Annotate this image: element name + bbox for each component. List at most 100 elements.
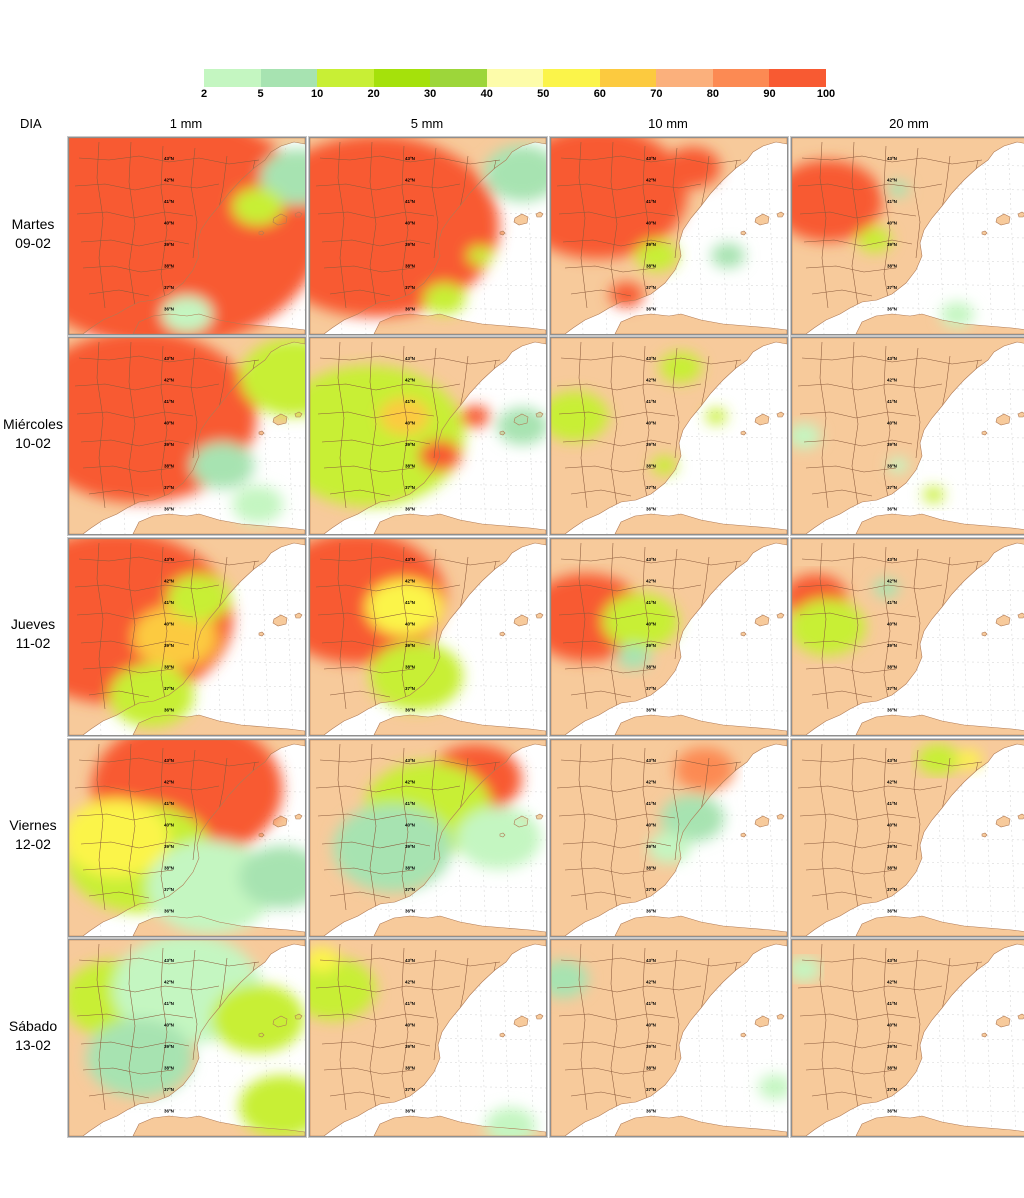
map-panel: 43ºN 42ºN 41ºN 40ºN 39ºN 38ºN 37ºN 36ºN [791, 337, 1024, 535]
latitude-label: 43ºN [164, 557, 174, 562]
legend-tick-label: 30 [424, 88, 437, 100]
latitude-label: 40ºN [646, 823, 656, 828]
latitude-label: 39ºN [646, 1044, 656, 1049]
day-column-header: DIA [20, 116, 42, 131]
probability-area [146, 839, 275, 935]
probability-area [240, 338, 305, 417]
coastline [69, 138, 305, 334]
map-panel: 43ºN 42ºN 41ºN 40ºN 39ºN 38ºN 37ºN 36ºN [791, 538, 1024, 736]
row-label-5: Sábado 13-02 [8, 1018, 58, 1053]
precipitation-field [69, 138, 305, 334]
probability-area [651, 455, 678, 475]
latitude-label: 38ºN [405, 1066, 415, 1071]
latitude-label: 41ºN [887, 801, 897, 806]
graticule [792, 940, 1024, 1136]
latitude-label: 43ºN [646, 156, 656, 161]
probability-area [310, 947, 339, 973]
latitude-label: 43ºN [646, 958, 656, 963]
map-panel: 43ºN 42ºN 41ºN 40ºN 39ºN 38ºN 37ºN 36ºN [550, 337, 788, 535]
precipitation-field [310, 365, 546, 507]
latitude-label: 42ºN [405, 378, 415, 383]
latitude-label: 39ºN [164, 643, 174, 648]
province-borders [556, 743, 742, 911]
latitude-label: 36ºN [646, 307, 656, 312]
graticule [792, 539, 1024, 735]
probability-area [232, 187, 284, 226]
precipitation-probability-map: 43ºN 42ºN 41ºN 40ºN 39ºN 38ºN 37ºN 36ºN [69, 740, 305, 936]
map-panel: 43ºN 42ºN 41ºN 40ºN 39ºN 38ºN 37ºN 36ºN [68, 137, 306, 335]
latitude-label: 39ºN [405, 442, 415, 447]
map-panel: 43ºN 42ºN 41ºN 40ºN 39ºN 38ºN 37ºN 36ºN [550, 137, 788, 335]
latitude-label: 39ºN [887, 442, 897, 447]
province-borders [797, 141, 983, 309]
latitude-label: 38ºN [164, 665, 174, 670]
latitude-label: 37ºN [887, 686, 897, 691]
coastline [69, 539, 305, 735]
graticule [310, 539, 546, 735]
precipitation-probability-map: 43ºN 42ºN 41ºN 40ºN 39ºN 38ºN 37ºN 36ºN [792, 338, 1024, 534]
latitude-label: 41ºN [405, 199, 415, 204]
latitude-label: 42ºN [887, 579, 897, 584]
latitude-label: 41ºN [646, 399, 656, 404]
latitude-label: 42ºN [164, 780, 174, 785]
coastline [792, 338, 1024, 534]
latitude-label: 42ºN [887, 378, 897, 383]
legend-tick-label: 80 [706, 88, 720, 100]
probability-area [69, 798, 170, 878]
probability-area [758, 1074, 787, 1100]
latitude-label: 38ºN [646, 1066, 656, 1071]
coastline [551, 338, 787, 534]
probability-area [647, 832, 691, 864]
land-area [792, 539, 1024, 735]
precipitation-probability-map: 43ºN 42ºN 41ºN 40ºN 39ºN 38ºN 37ºN 36ºN [310, 338, 546, 534]
latitude-label: 37ºN [164, 485, 174, 490]
probability-area [792, 159, 883, 242]
probability-area [378, 397, 430, 436]
coastline [69, 940, 305, 1136]
probability-area [857, 227, 892, 253]
latitude-label: 39ºN [646, 442, 656, 447]
probability-area [917, 743, 960, 776]
map-panel: 43ºN 42ºN 41ºN 40ºN 39ºN 38ºN 37ºN 36ºN [791, 739, 1024, 937]
latitude-label: 36ºN [164, 307, 174, 312]
latitude-label: 43ºN [887, 557, 897, 562]
probability-area [310, 365, 465, 507]
legend-swatch [486, 69, 544, 87]
latitude-label: 43ºN [164, 958, 174, 963]
latitude-label: 40ºN [164, 221, 174, 226]
latitude-label: 42ºN [405, 178, 415, 183]
latitude-label: 43ºN [164, 758, 174, 763]
precipitation-probability-map: 43ºN 42ºN 41ºN 40ºN 39ºN 38ºN 37ºN 36ºN [792, 740, 1024, 936]
latitude-label: 36ºN [887, 507, 897, 512]
precipitation-field [310, 138, 546, 318]
latitude-label: 43ºN [405, 356, 415, 361]
latitude-label: 40ºN [164, 622, 174, 627]
latitude-label: 37ºN [164, 1087, 174, 1092]
column-header-5mm: 5 mm [410, 116, 444, 131]
latitude-label: 43ºN [405, 557, 415, 562]
latitude-label: 36ºN [405, 507, 415, 512]
latitude-label: 40ºN [405, 1023, 415, 1028]
latitude-label: 41ºN [646, 600, 656, 605]
latitude-label: 41ºN [164, 399, 174, 404]
probability-area [190, 441, 255, 489]
map-panel: 43ºN 42ºN 41ºN 40ºN 39ºN 38ºN 37ºN 36ºN [550, 538, 788, 736]
legend-swatch [317, 69, 374, 87]
latitude-label: 41ºN [164, 199, 174, 204]
province-borders [315, 141, 501, 309]
latitude-label: 41ºN [646, 1001, 656, 1006]
latitude-label: 37ºN [646, 485, 656, 490]
latitude-label: 41ºN [646, 801, 656, 806]
latitude-label: 38ºN [164, 1066, 174, 1071]
latitude-label: 40ºN [164, 421, 174, 426]
latitude-label: 37ºN [164, 686, 174, 691]
latitude-label: 42ºN [405, 780, 415, 785]
latitude-label: 38ºN [405, 264, 415, 269]
province-borders [556, 341, 742, 509]
legend-swatch [543, 69, 600, 87]
province-borders [74, 542, 260, 710]
probability-area [333, 803, 453, 892]
latitude-label: 39ºN [646, 844, 656, 849]
legend-tick-label: 10 [310, 88, 324, 100]
latitude-label: 37ºN [405, 285, 415, 290]
